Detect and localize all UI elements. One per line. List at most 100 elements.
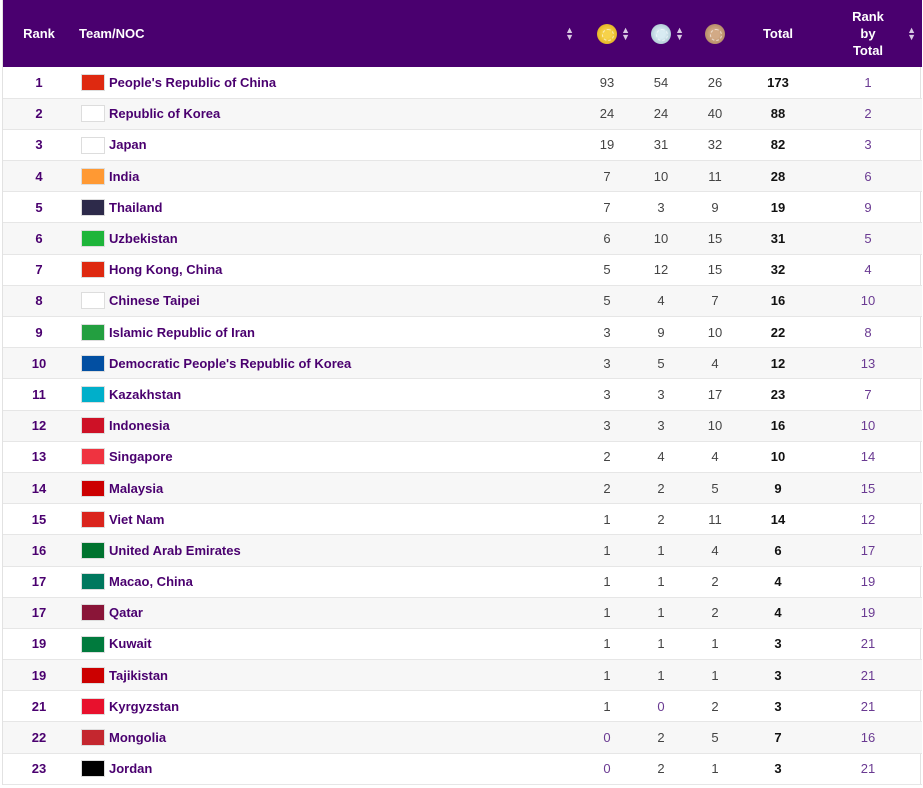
team-cell[interactable]: Chinese Taipei: [75, 285, 580, 316]
team-name[interactable]: Kazakhstan: [109, 387, 182, 402]
team-cell[interactable]: Singapore: [75, 441, 580, 472]
team-cell[interactable]: Hong Kong, China: [75, 254, 580, 285]
total-count: 22: [770, 324, 786, 340]
team-name[interactable]: Jordan: [109, 761, 153, 777]
team-name[interactable]: Uzbekistan: [109, 231, 178, 247]
team-cell[interactable]: Islamic Republic of Iran: [75, 317, 580, 348]
flag-icon: [81, 448, 105, 466]
rank-cell: 1: [35, 74, 43, 90]
team-cell[interactable]: Malaysia: [75, 472, 580, 503]
team-cell[interactable]: Kuwait: [75, 628, 580, 659]
rank-cell: 15: [31, 511, 47, 527]
team-cell[interactable]: People's Republic of China: [75, 67, 580, 98]
team-cell[interactable]: Kyrgyzstan: [75, 691, 580, 722]
flag-icon: [81, 573, 105, 591]
flag-icon: [81, 167, 105, 185]
silver-header[interactable]: ▲ ▼: [634, 0, 688, 67]
team-name[interactable]: Macao, China: [109, 574, 193, 590]
team-name[interactable]: Democratic People's Republic of Korea: [109, 355, 352, 371]
gold-header[interactable]: ▲ ▼: [580, 0, 634, 67]
team-name[interactable]: Indonesia: [109, 418, 170, 434]
table-row: 11 Kazakhstan 3 3 17 23 7: [3, 379, 922, 411]
rank-cell: 3: [35, 137, 43, 153]
team-name[interactable]: Viet Nam: [109, 511, 165, 527]
team-name[interactable]: Chinese Taipei: [109, 293, 200, 309]
gold-count: 1: [603, 574, 611, 590]
team-cell[interactable]: Macao, China: [75, 566, 580, 597]
bronze-count: 4: [711, 355, 719, 371]
team-name[interactable]: Hong Kong, China: [109, 262, 223, 278]
team-name[interactable]: United Arab Emirates: [109, 542, 241, 558]
rank-by-total-cell: 21: [860, 636, 876, 652]
gold-count: 1: [603, 667, 611, 683]
team-name[interactable]: Kuwait: [109, 636, 152, 652]
team-name[interactable]: Japan: [109, 137, 147, 153]
team-cell[interactable]: Qatar: [75, 597, 580, 628]
table-row: 19 Kuwait 1 1 1 3 21: [3, 628, 922, 660]
team-cell[interactable]: India: [75, 161, 580, 192]
sort-icon[interactable]: ▲ ▼: [907, 24, 916, 42]
silver-count: 10: [653, 168, 669, 184]
sort-icon[interactable]: ▲ ▼: [675, 24, 684, 42]
rank-by-total-cell: 15: [860, 480, 876, 496]
team-cell[interactable]: Indonesia: [75, 410, 580, 441]
sort-icon[interactable]: ▲ ▼: [621, 24, 630, 42]
bronze-header[interactable]: [688, 0, 742, 67]
total-count: 6: [774, 542, 782, 558]
gold-count: 1: [603, 636, 611, 652]
team-name[interactable]: Islamic Republic of Iran: [109, 324, 255, 340]
bronze-count: 26: [707, 74, 723, 90]
gold-count: 1: [603, 511, 611, 527]
bronze-count: 1: [711, 761, 719, 777]
team-name[interactable]: Thailand: [109, 199, 163, 215]
team-cell[interactable]: Republic of Korea: [75, 98, 580, 129]
rank-by-total-header[interactable]: Rank by Total ▲ ▼: [814, 0, 922, 67]
rank-by-total-cell: 14: [860, 449, 876, 465]
bronze-count: 2: [711, 605, 719, 621]
flag-icon: [81, 541, 105, 559]
team-cell[interactable]: Kazakhstan: [75, 379, 580, 410]
bronze-count: 2: [711, 698, 719, 714]
team-name[interactable]: India: [109, 168, 140, 184]
team-cell[interactable]: Tajikistan: [75, 660, 580, 691]
team-cell[interactable]: Mongolia: [75, 722, 580, 753]
team-cell[interactable]: Japan: [75, 129, 580, 160]
silver-count: 3: [657, 199, 665, 215]
table-row: 4 India 7 10 11 28 6: [3, 160, 922, 192]
gold-count: 5: [603, 262, 611, 278]
bronze-count: 9: [711, 199, 719, 215]
table-body: 1 People's Republic of China 93 54 26 173 1 2 Re…: [3, 67, 922, 785]
team-name[interactable]: Republic of Korea: [109, 106, 221, 122]
bronze-count: 5: [711, 730, 719, 746]
team-name[interactable]: People's Republic of China: [109, 74, 277, 90]
team-cell[interactable]: Jordan: [75, 753, 580, 784]
team-name[interactable]: Kyrgyzstan: [109, 698, 180, 714]
team-cell[interactable]: Thailand: [75, 192, 580, 223]
team-cell[interactable]: Viet Nam: [75, 504, 580, 535]
rank-header[interactable]: Rank: [23, 26, 55, 41]
table-row: 15 Viet Nam 1 2 11 14 12: [3, 504, 922, 535]
team-cell[interactable]: Democratic People's Republic of Korea: [75, 348, 580, 379]
rank-cell: 21: [31, 698, 47, 714]
team-name[interactable]: Qatar: [109, 605, 143, 621]
total-header[interactable]: Total: [762, 26, 794, 41]
table-header: Rank Team/NOC ▲ ▼ ▲ ▼ ▲ ▼ Total Rank by Tot…: [3, 0, 922, 67]
total-count: 4: [774, 574, 782, 590]
table-row: 22 Mongolia 0 2 5 7 16: [3, 721, 922, 754]
table-row: 16 United Arab Emirates 1 1 4 6 17: [3, 534, 922, 566]
sort-icon[interactable]: ▲ ▼: [565, 24, 574, 42]
silver-count: 2: [657, 761, 665, 777]
team-name[interactable]: Singapore: [109, 449, 173, 465]
bronze-count: 40: [707, 106, 723, 122]
rank-cell: 13: [31, 449, 47, 465]
silver-count: 2: [657, 511, 665, 527]
table-row: 3 Japan 19 31 32 82 3: [3, 129, 922, 161]
team-cell[interactable]: Uzbekistan: [75, 223, 580, 254]
total-count: 32: [770, 262, 786, 278]
team-cell[interactable]: United Arab Emirates: [75, 535, 580, 566]
team-name[interactable]: Mongolia: [109, 730, 167, 746]
table-row: 21 Kyrgyzstan 1 0 2 3 21: [3, 691, 922, 722]
team-name[interactable]: Tajikistan: [109, 667, 169, 683]
team-header[interactable]: Team/NOC ▲ ▼: [75, 0, 580, 67]
team-name[interactable]: Malaysia: [109, 480, 164, 496]
